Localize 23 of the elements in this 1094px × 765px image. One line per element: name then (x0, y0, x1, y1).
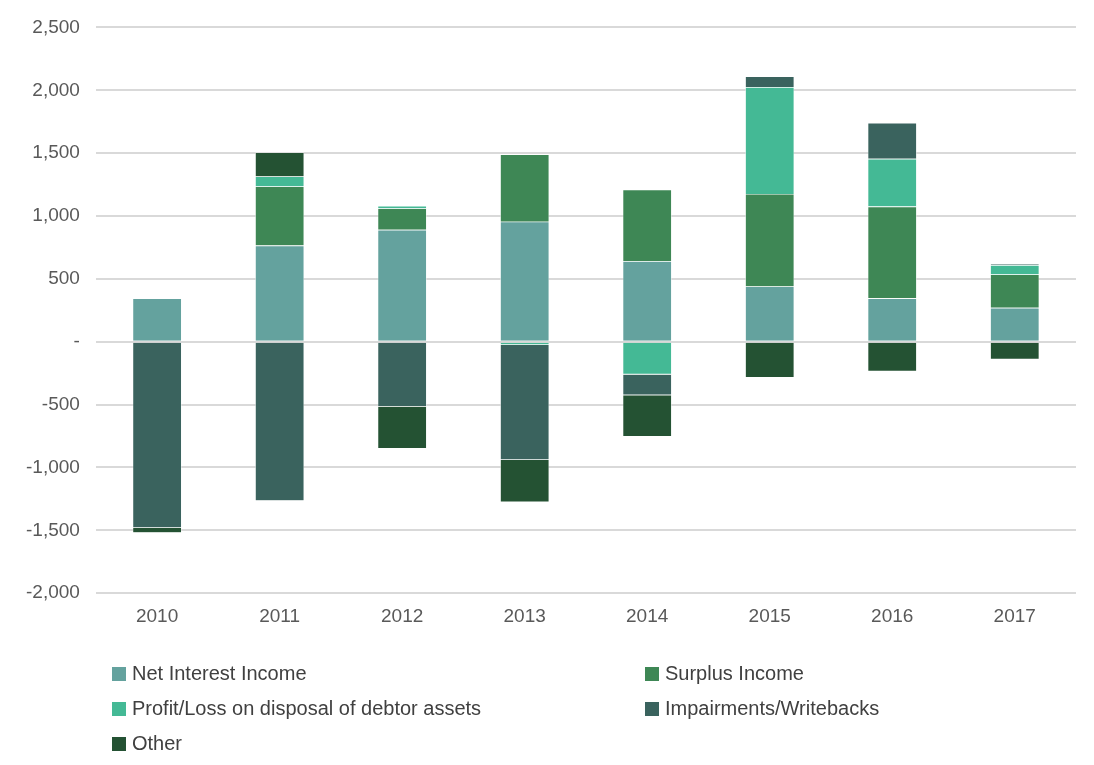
x-tick-label: 2014 (626, 604, 669, 626)
legend-label: Other (132, 732, 183, 755)
y-tick-label: 1,000 (32, 204, 80, 226)
y-tick-label: -1,500 (26, 518, 80, 540)
x-tick-label: 2011 (259, 604, 301, 626)
y-tick-label: 2,000 (32, 78, 80, 100)
x-tick-label: 2012 (381, 604, 424, 626)
legend-label: Profit/Loss on disposal of debtor assets (132, 697, 482, 720)
y-tick-label: - (73, 329, 80, 351)
y-tick-label: -1,000 (26, 455, 80, 477)
y-tick-label: 500 (48, 267, 80, 289)
y-tick-label: -500 (41, 392, 80, 414)
legend-label: Surplus Income (665, 662, 804, 685)
legend-label: Net Interest Income (132, 662, 307, 685)
x-tick-label: 2013 (503, 604, 546, 626)
x-tick-label: 2015 (748, 604, 791, 626)
y-tick-label: 1,500 (32, 141, 80, 163)
legend-label: Impairments/Writebacks (665, 697, 880, 720)
x-tick-label: 2016 (871, 604, 914, 626)
y-tick-label: -2,000 (26, 581, 80, 603)
y-tick-label: 2,500 (32, 15, 80, 37)
x-tick-label: 2010 (135, 604, 179, 626)
x-tick-label: 2017 (993, 604, 1036, 626)
